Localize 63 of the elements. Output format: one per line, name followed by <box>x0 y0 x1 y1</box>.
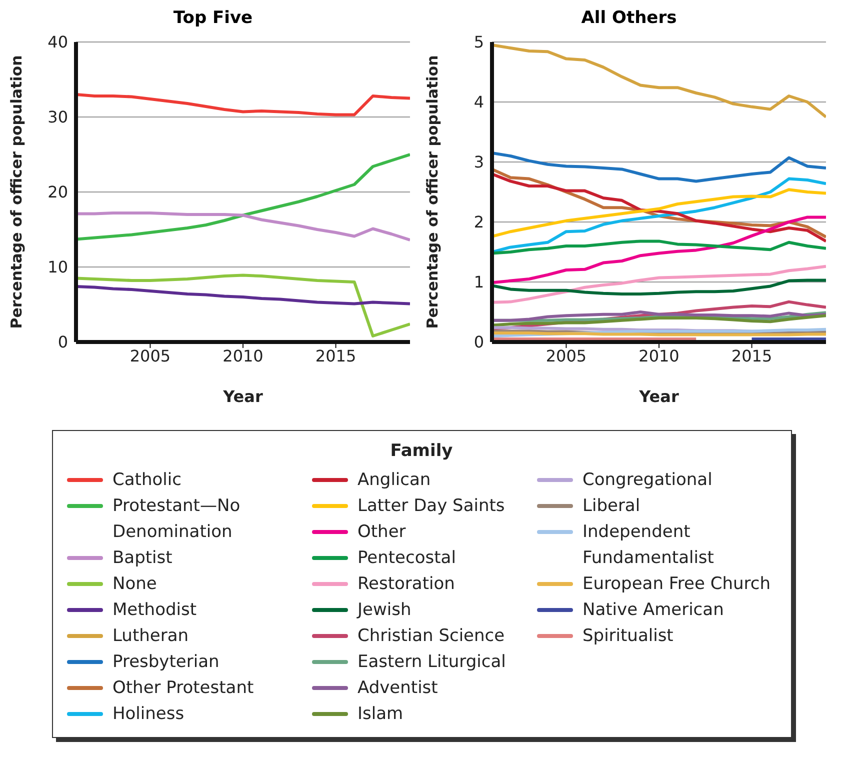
line-series <box>492 240 826 255</box>
legend-label: Holiness <box>112 703 184 726</box>
line-series <box>492 216 826 284</box>
chart-title: Top Five <box>172 8 254 30</box>
legend-label: Native American <box>582 599 724 622</box>
x-tick-label: 2015 <box>315 346 356 366</box>
x-tick-label: 2010 <box>638 346 680 366</box>
legend-label: Baptist <box>112 547 172 570</box>
y-tick-label: 1 <box>474 272 484 292</box>
legend-label: Methodist <box>112 599 197 622</box>
x-tick-label: 2005 <box>546 346 587 366</box>
line-series <box>492 264 826 304</box>
legend-label: Spiritualist <box>582 625 674 648</box>
y-tick-label: 3 <box>474 152 484 172</box>
y-tick-label: 10 <box>48 258 68 277</box>
legend-label: Anglican <box>358 469 431 492</box>
legend-label: Adventist <box>358 677 438 700</box>
line-series <box>76 212 410 242</box>
legend-label: Other Protestant <box>112 677 254 700</box>
line-series <box>76 285 410 306</box>
line-series <box>76 274 410 338</box>
line-series <box>492 177 826 254</box>
legend-label: Independent Fundamentalist <box>582 521 715 570</box>
line-series <box>76 93 410 116</box>
line-series <box>492 278 826 296</box>
legend-label: Lutheran <box>112 625 189 648</box>
line-series <box>492 314 826 327</box>
y-tick-label: 30 <box>48 108 68 127</box>
legend-label: Restoration <box>358 573 455 596</box>
legend-label: Other <box>358 521 406 544</box>
legend-label: Pentecostal <box>358 547 456 570</box>
legend-label: Catholic <box>112 469 182 492</box>
legend-label: None <box>112 573 157 596</box>
line-series <box>492 152 826 183</box>
legend-label: Eastern Liturgical <box>358 651 506 674</box>
line-series <box>492 188 826 238</box>
legend-label: European Free Church <box>582 573 771 596</box>
legend-label: Jewish <box>358 599 412 622</box>
y-tick-label: 0 <box>58 332 68 352</box>
legend-label: Congregational <box>582 469 712 492</box>
legend-label: Protestant—No Denomination <box>112 495 242 544</box>
y-tick-label: 2 <box>474 212 484 232</box>
y-tick-label: 5 <box>474 32 484 52</box>
line-series <box>492 44 826 118</box>
y-tick-label: 20 <box>48 182 68 202</box>
line-series <box>76 153 410 241</box>
legend-label: Latter Day Saints <box>358 495 505 518</box>
y-tick-label: 4 <box>474 92 484 112</box>
x-tick-label: 2015 <box>731 346 772 366</box>
y-tick-label: 40 <box>48 32 68 52</box>
legend-label: Christian Science <box>358 625 505 648</box>
x-axis-title: Year <box>222 387 263 406</box>
y-axis-title: Percentage of officer population <box>7 55 26 329</box>
y-tick-label: 0 <box>474 332 484 352</box>
legend-label: Presbyterian <box>112 651 220 674</box>
legend-title: Family <box>389 441 454 461</box>
legend-label: Islam <box>358 703 404 726</box>
y-axis-title: Percentage of officer population <box>423 55 442 329</box>
chart-title: All Others <box>580 8 678 30</box>
x-tick-label: 2005 <box>130 346 171 366</box>
legend-label: Liberal <box>582 495 640 518</box>
x-axis-title: Year <box>638 387 679 406</box>
x-tick-label: 2010 <box>222 346 264 366</box>
